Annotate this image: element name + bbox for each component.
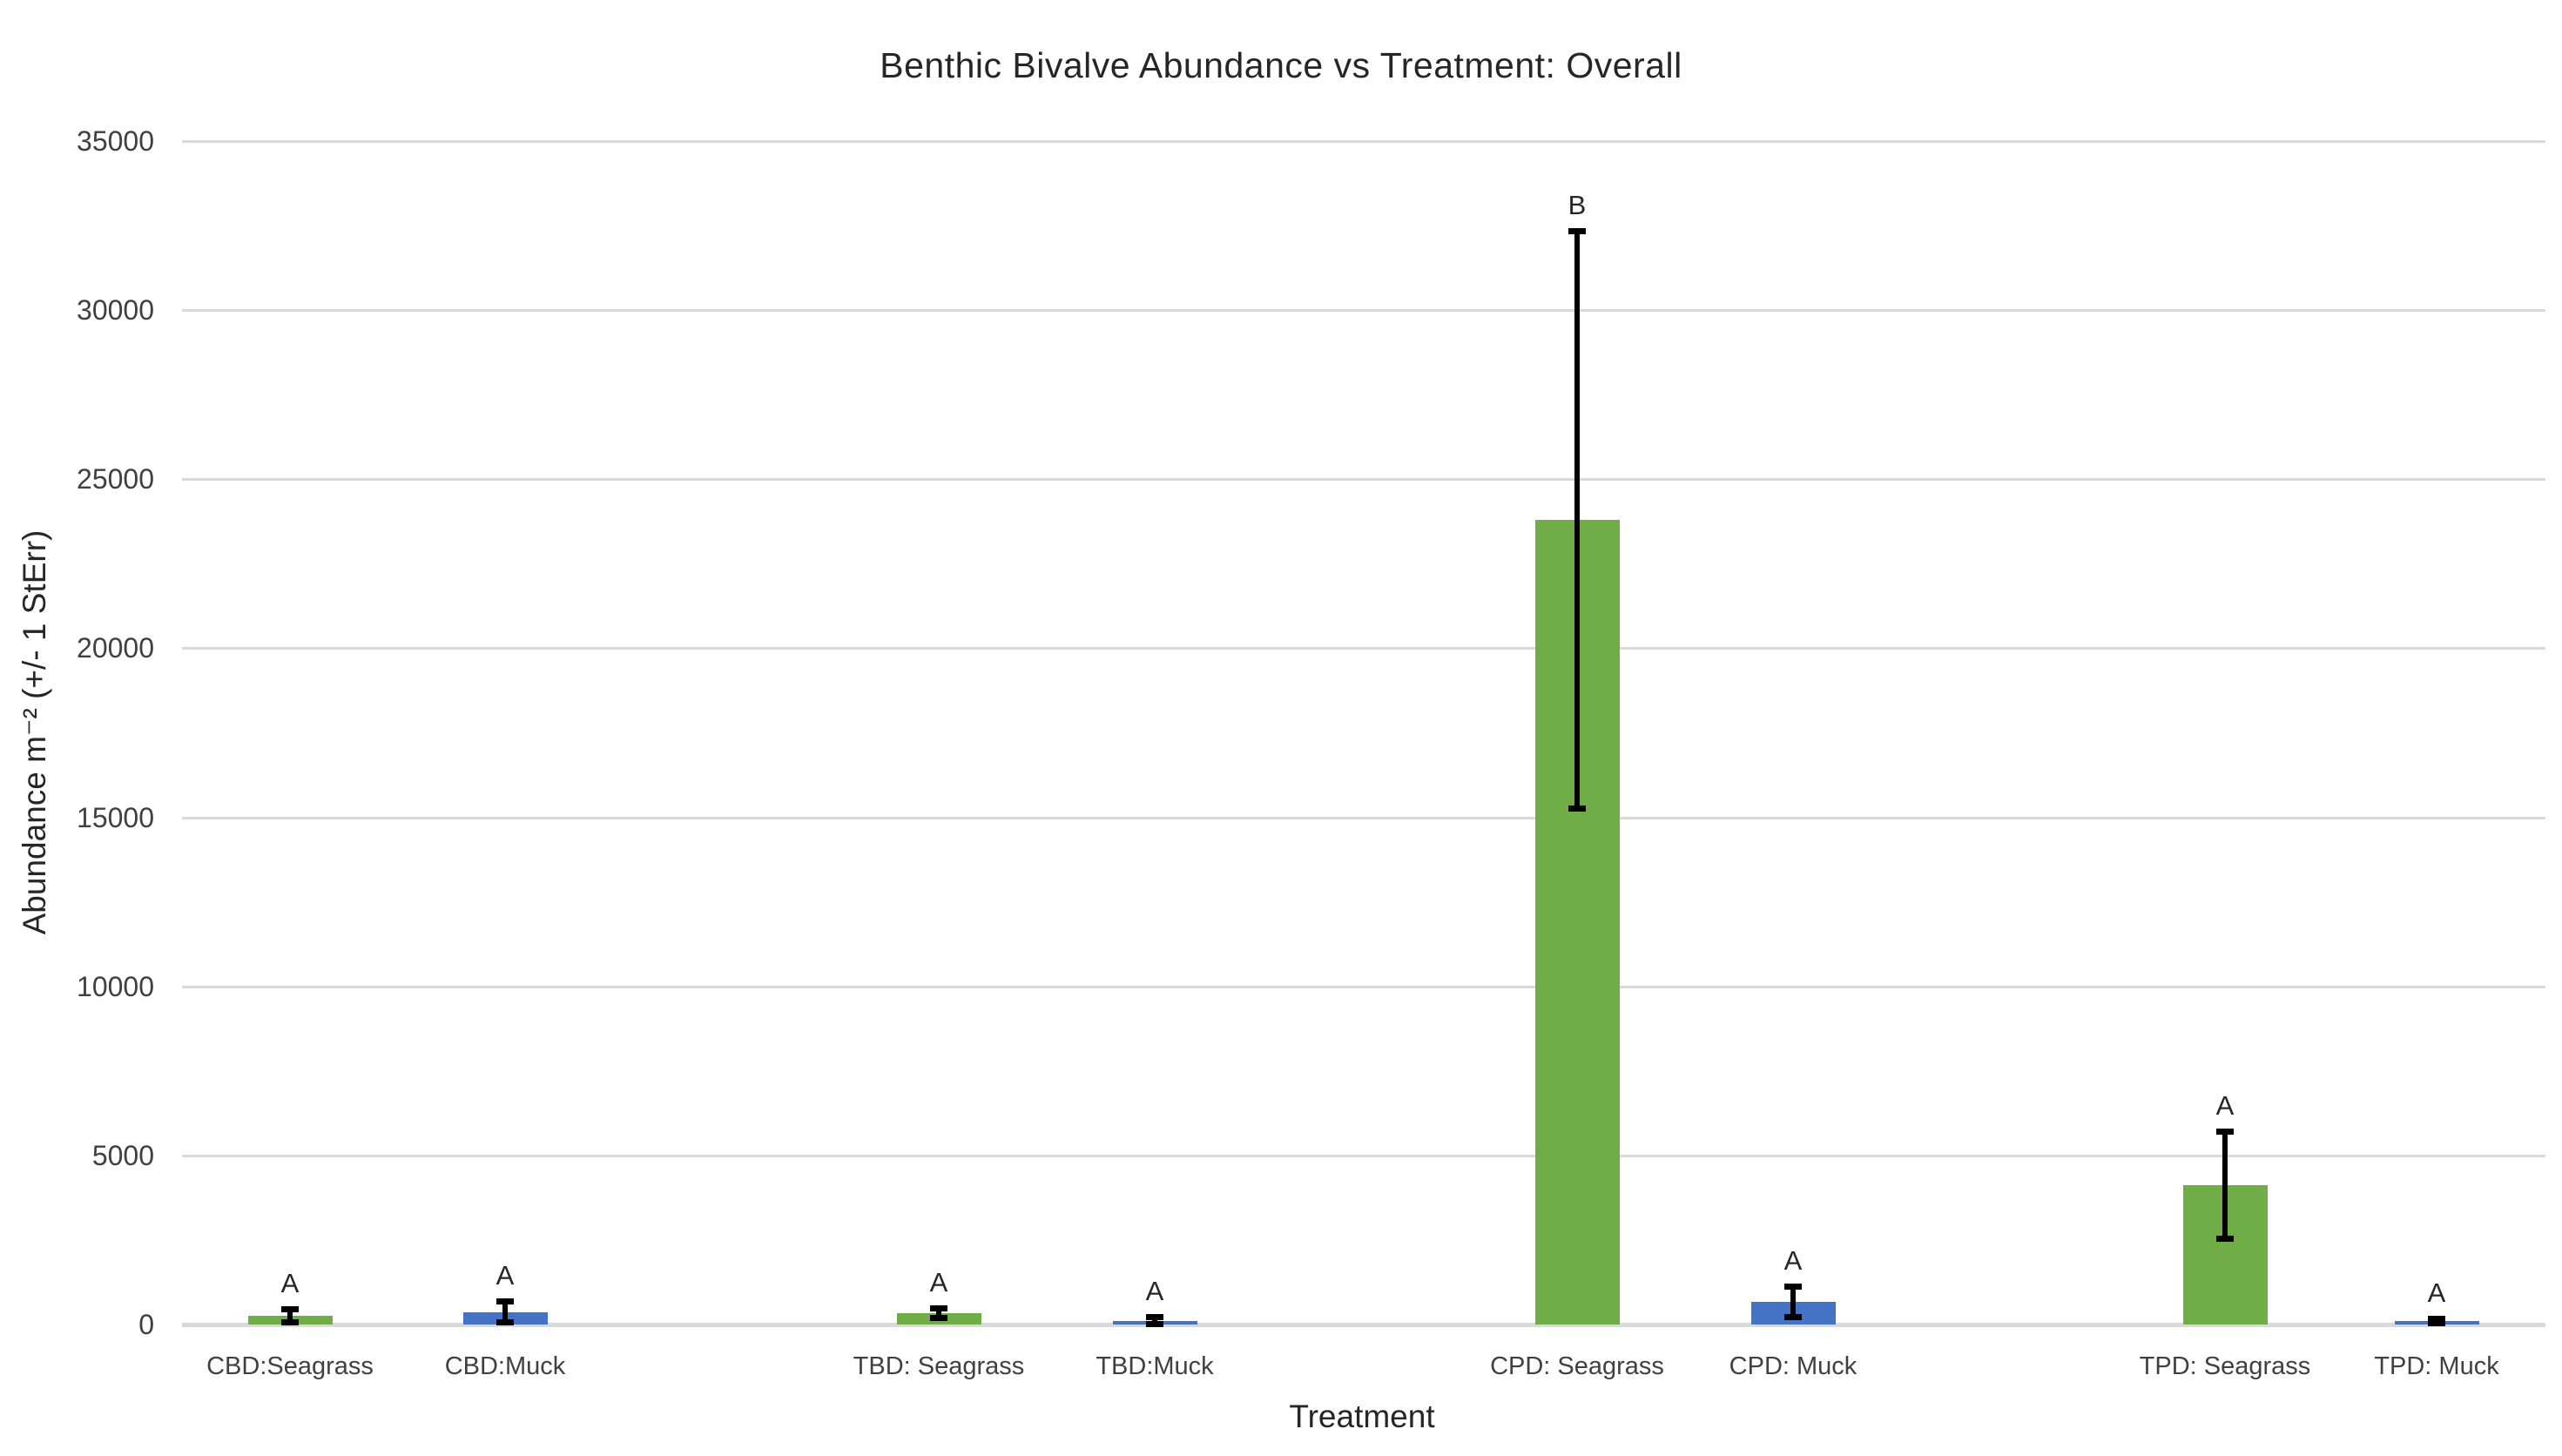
- error-bar: [1790, 1286, 1796, 1318]
- error-bar-bottom-cap: [2428, 1319, 2445, 1326]
- significance-letter: A: [280, 1268, 300, 1299]
- gridline: [182, 985, 2545, 988]
- gridline: [182, 647, 2545, 650]
- chart-title: Benthic Bivalve Abundance vs Treatment: …: [880, 45, 1682, 85]
- y-tick-label: 10000: [77, 970, 154, 1002]
- error-bar-top-cap: [2216, 1128, 2234, 1135]
- x-axis-line: [182, 1323, 2545, 1327]
- x-tick-label: CPD: Muck: [1729, 1352, 1857, 1380]
- error-bar-top-cap: [1784, 1284, 1802, 1291]
- error-bar-bottom-cap: [1784, 1313, 1802, 1320]
- error-bar-bottom-cap: [496, 1319, 514, 1326]
- y-tick-label: 20000: [77, 632, 154, 664]
- x-tick-label: TPD: Muck: [2374, 1352, 2499, 1380]
- y-tick-label: 35000: [77, 125, 154, 157]
- gridline: [182, 816, 2545, 819]
- error-bar: [287, 1309, 293, 1323]
- error-bar-bottom-cap: [281, 1318, 299, 1325]
- error-bar-top-cap: [281, 1306, 299, 1313]
- significance-letter: A: [2427, 1277, 2446, 1308]
- significance-letter: A: [1783, 1245, 1803, 1277]
- significance-letter: B: [1568, 189, 1587, 220]
- x-axis-title: Treatment: [1289, 1399, 1435, 1434]
- error-bar-top-cap: [1568, 227, 1586, 234]
- y-tick-label: 0: [138, 1309, 154, 1340]
- x-tick-label: CPD: Seagrass: [1490, 1352, 1664, 1380]
- significance-letter: A: [929, 1266, 948, 1298]
- error-bar-top-cap: [496, 1298, 514, 1305]
- error-bar-top-cap: [2428, 1315, 2445, 1322]
- significance-letter: A: [496, 1260, 515, 1291]
- x-tick-label: CBD:Seagrass: [206, 1352, 374, 1380]
- error-bar-bottom-cap: [1146, 1321, 1163, 1327]
- y-tick-label: 30000: [77, 294, 154, 327]
- y-tick-label: 25000: [77, 463, 154, 495]
- gridline: [182, 1154, 2545, 1157]
- error-bar-bottom-cap: [2216, 1236, 2234, 1243]
- x-tick-label: TBD: Seagrass: [853, 1352, 1025, 1380]
- y-tick-label: 5000: [91, 1139, 154, 1171]
- significance-letter: A: [2215, 1089, 2235, 1121]
- error-bar: [936, 1307, 941, 1318]
- error-bar: [2222, 1130, 2228, 1240]
- x-tick-label: CBD:Muck: [444, 1352, 566, 1380]
- x-tick-label: TBD:Muck: [1096, 1352, 1214, 1380]
- error-bar-top-cap: [1146, 1314, 1163, 1321]
- error-bar-bottom-cap: [1568, 805, 1586, 812]
- gridline: [182, 478, 2545, 482]
- error-bar: [502, 1301, 508, 1324]
- y-tick-label: 15000: [77, 801, 154, 833]
- gridline: [182, 140, 2545, 143]
- error-bar: [1574, 230, 1580, 809]
- x-tick-label: TPD: Seagrass: [2139, 1352, 2311, 1380]
- error-bar-bottom-cap: [930, 1315, 947, 1321]
- error-bar-top-cap: [930, 1304, 947, 1311]
- error-bar: [1152, 1317, 1157, 1325]
- gridline: [182, 309, 2545, 313]
- significance-letter: A: [1145, 1276, 1164, 1307]
